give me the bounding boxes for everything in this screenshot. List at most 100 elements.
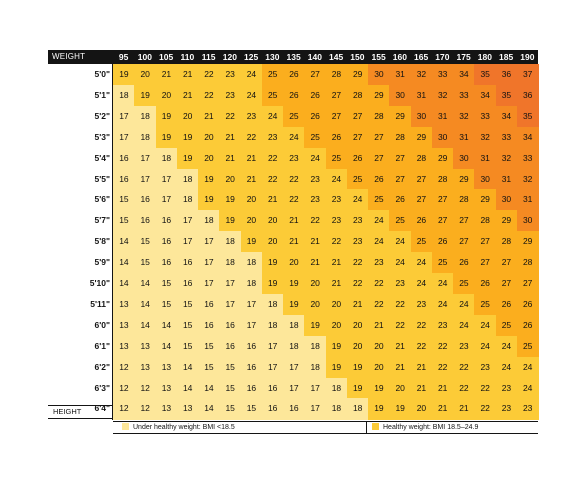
- bmi-cell: 22: [346, 273, 369, 295]
- bmi-cell: 28: [346, 84, 369, 107]
- bmi-cell: 14: [134, 293, 157, 316]
- bmi-cell: 29: [431, 147, 454, 170]
- bmi-cell: 15: [134, 252, 157, 274]
- bmi-cell: 13: [155, 398, 178, 420]
- bmi-cell: 27: [453, 210, 475, 232]
- bmi-cell: 24: [283, 126, 305, 149]
- bmi-cell: 27: [516, 273, 539, 295]
- legend-label: Healthy weight: BMI 18.5–24.9: [383, 424, 479, 431]
- bmi-cell: 19: [113, 64, 135, 86]
- bmi-cell: 36: [516, 84, 539, 107]
- bmi-cell: 20: [368, 335, 390, 358]
- bmi-cell: 19: [176, 147, 199, 170]
- bmi-cell: 24: [431, 293, 454, 316]
- bmi-cell: 24: [474, 314, 497, 337]
- bmi-cell: 27: [453, 231, 475, 253]
- bmi-cell: 27: [410, 168, 433, 190]
- bmi-cell: 23: [368, 252, 390, 274]
- bmi-cell: 18: [134, 105, 157, 128]
- bmi-cell: 15: [176, 314, 199, 337]
- height-row-label: 5'2": [94, 110, 110, 121]
- bmi-cell: 22: [410, 335, 433, 358]
- bmi-cell: 23: [346, 231, 369, 253]
- legend-item: Under healthy weight: BMI <18.5: [122, 422, 235, 433]
- bmi-cell: 22: [368, 293, 390, 316]
- bmi-cell: 24: [240, 64, 263, 86]
- bmi-cell: 19: [283, 293, 305, 316]
- height-column-divider: [112, 64, 113, 420]
- bmi-cell: 34: [495, 105, 518, 128]
- bmi-cell: 32: [474, 126, 497, 149]
- bmi-cell: 37: [516, 64, 539, 86]
- bmi-cell: 22: [474, 398, 497, 420]
- bmi-cell: 26: [368, 168, 390, 190]
- bmi-cell: 14: [113, 273, 135, 295]
- bmi-cell: 24: [346, 189, 369, 211]
- bmi-cell: 31: [431, 105, 454, 128]
- bmi-cell: 26: [304, 105, 327, 128]
- weight-column-header: 190: [520, 52, 535, 62]
- bmi-cell: 17: [134, 168, 157, 190]
- bmi-cell: 24: [368, 231, 390, 253]
- bmi-cell: 17: [304, 377, 327, 399]
- bmi-cell: 18: [176, 189, 199, 211]
- bmi-cell: 14: [155, 335, 178, 358]
- bmi-cell: 17: [155, 168, 178, 190]
- bmi-cell: 19: [176, 126, 199, 149]
- height-row-label: 5'7": [94, 215, 110, 226]
- bmi-cell: 17: [261, 356, 284, 379]
- bmi-cell: 20: [240, 210, 263, 232]
- weight-column-header: 145: [329, 52, 344, 62]
- bmi-cell: 19: [346, 356, 369, 379]
- bmi-cell: 21: [346, 293, 369, 316]
- bmi-cell: 23: [474, 356, 497, 379]
- weight-column-header: 155: [371, 52, 386, 62]
- bmi-cell: 23: [516, 398, 539, 420]
- bmi-cell: 31: [453, 126, 475, 149]
- bmi-cell: 28: [453, 189, 475, 211]
- bmi-cell: 23: [304, 189, 327, 211]
- bmi-cell: 26: [453, 252, 475, 274]
- bmi-cell: 14: [176, 377, 199, 399]
- bmi-cell: 27: [474, 231, 497, 253]
- bmi-cell: 18: [325, 398, 348, 420]
- bmi-cell: 27: [495, 273, 518, 295]
- bmi-cell: 24: [474, 335, 497, 358]
- bmi-cell: 24: [516, 377, 539, 399]
- bmi-cell: 26: [283, 64, 305, 86]
- bmi-cell: 12: [113, 356, 135, 379]
- bmi-cell: 23: [325, 189, 348, 211]
- bmi-cell: 18: [346, 398, 369, 420]
- bmi-cell: 20: [346, 314, 369, 337]
- bmi-cell: 25: [431, 252, 454, 274]
- bmi-cell: 24: [495, 335, 518, 358]
- bmi-cell: 17: [219, 273, 242, 295]
- bmi-cell: 17: [198, 273, 220, 295]
- bmi-cell: 23: [389, 273, 412, 295]
- bmi-cell: 20: [198, 126, 220, 149]
- bmi-cell: 19: [219, 210, 242, 232]
- bmi-cell: 26: [495, 293, 518, 316]
- bmi-cell: 20: [134, 64, 157, 86]
- bmi-cell: 24: [495, 356, 518, 379]
- bmi-cell: 29: [368, 84, 390, 107]
- bmi-cell: 30: [495, 189, 518, 211]
- bmi-cell: 27: [325, 84, 348, 107]
- bmi-cell: 20: [261, 210, 284, 232]
- bmi-cell: 12: [113, 377, 135, 399]
- bmi-cell: 21: [198, 105, 220, 128]
- bmi-cell: 17: [283, 356, 305, 379]
- legend-swatch: [372, 422, 379, 430]
- bmi-cell: 21: [240, 168, 263, 190]
- bmi-cell: 19: [325, 335, 348, 358]
- bmi-cell: 29: [474, 189, 497, 211]
- bmi-cell: 27: [389, 168, 412, 190]
- bmi-cell: 23: [410, 293, 433, 316]
- bmi-cell: 17: [283, 377, 305, 399]
- bmi-cell: 17: [219, 293, 242, 316]
- bmi-cell: 22: [431, 356, 454, 379]
- weight-column-header: 135: [286, 52, 301, 62]
- bmi-cell: 28: [431, 168, 454, 190]
- bmi-cell: 20: [198, 147, 220, 170]
